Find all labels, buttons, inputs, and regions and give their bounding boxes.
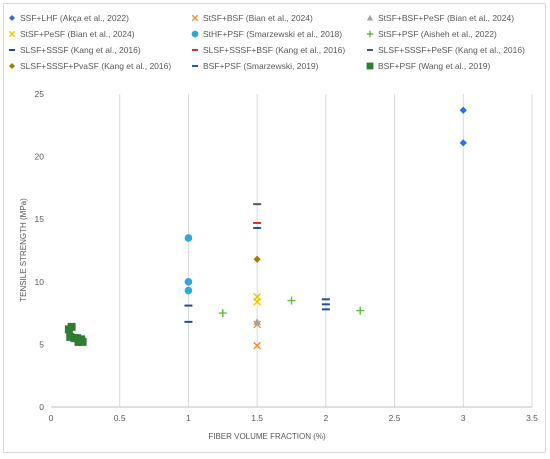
legend-marker (8, 30, 16, 38)
legend-entry-bsf-psf-smarzewski-2019: BSF+PSF (Smarzewski, 2019) (192, 61, 319, 71)
x-axis-label: FIBER VOLUME FRACTION (%) (208, 432, 326, 441)
legend-entry-stsf-bsf-pesf-bian-et-al-2024: StSF+BSF+PeSF (Bian et al., 2024) (366, 13, 514, 23)
legend-label: StSF+BSF+PeSF (Bian et al., 2024) (378, 13, 514, 23)
legend-marker (9, 63, 15, 69)
legend-marker (191, 14, 199, 22)
data-point (184, 286, 193, 295)
series-stsf-bsf-pesf-bian-et-al-2024 (253, 318, 261, 325)
data-point (287, 296, 296, 305)
data-point (66, 332, 75, 341)
legend-entry-sthf-psf-smarzewski-et-al-2018: StHF+PSF (Smarzewski et al., 2018) (191, 29, 342, 39)
x-tick-label: 2.5 (389, 413, 401, 423)
x-tick-label: 1.5 (251, 413, 263, 423)
x-axis-ticks: 0 0.5 1 1.5 2 2.5 3 3.5 (49, 413, 539, 423)
series-slsf-sssf-pvasf-kang-et-al-2016 (253, 255, 261, 263)
legend-entry-slsf-sssf-bsf-kang-et-al-2016: SLSF+SSSF+BSF (Kang et al., 2016) (192, 45, 345, 55)
data-points (64, 106, 467, 350)
data-point (218, 309, 227, 318)
legend-label: StSF+PeSF (Bian et al., 2024) (20, 29, 135, 39)
legend-marker (366, 14, 374, 21)
legend-entry-stsf-bsf-bian-et-al-2024: StSF+BSF (Bian et al., 2024) (191, 13, 313, 23)
data-point (184, 234, 193, 242)
legend-label: StSF+PSF (Aisheh et al., 2022) (378, 29, 497, 39)
data-point (253, 297, 262, 306)
data-point (253, 318, 261, 325)
legend-entry-ssf-lhf-ak-a-et-al-2022: SSF+LHF (Akça et al., 2022) (9, 13, 129, 23)
legend-marker (366, 30, 374, 38)
legend-entry-stsf-pesf-bian-et-al-2024: StSF+PeSF (Bian et al., 2024) (8, 29, 135, 39)
series-bsf-psf-wang-et-al-2019 (64, 322, 87, 346)
gridlines (119, 94, 533, 407)
legend-entry-slsf-sssf-pesf-kang-et-al-2016: SLSF+SSSF+PeSF (Kang et al., 2016) (367, 45, 525, 55)
legend-entry-bsf-psf-wang-et-al-2019: BSF+PSF (Wang et al., 2019) (366, 61, 491, 71)
y-tick-label: 20 (35, 152, 45, 162)
series-stsf-psf-aisheh-et-al-2022 (218, 296, 365, 318)
x-tick-label: 3.5 (526, 413, 538, 423)
scatter-chart: SSF+LHF (Akça et al., 2022) StSF+BSF (Bia… (8, 13, 539, 441)
y-axis-ticks: 0 5 10 15 20 25 (35, 89, 45, 412)
legend: SSF+LHF (Akça et al., 2022) StSF+BSF (Bia… (8, 13, 525, 71)
chart-frame: SSF+LHF (Akça et al., 2022) StSF+BSF (Bia… (3, 3, 546, 453)
legend-label: StSF+BSF (Bian et al., 2024) (203, 13, 313, 23)
x-tick-label: 0.5 (114, 413, 126, 423)
x-tick-label: 2 (323, 413, 328, 423)
legend-label: SLSF+SSSF+PvaSF (Kang et al., 2016) (20, 61, 171, 71)
y-tick-label: 0 (39, 402, 44, 412)
y-tick-label: 15 (35, 214, 45, 224)
y-tick-label: 5 (39, 339, 44, 349)
data-point (459, 106, 467, 114)
legend-entry-slsf-sssf-pvasf-kang-et-al-2016: SLSF+SSSF+PvaSF (Kang et al., 2016) (9, 61, 171, 71)
series-slsf-sssf-kang-et-al-2016 (184, 226, 330, 323)
series-stsf-pesf-bian-et-al-2024 (253, 292, 262, 306)
x-tick-label: 1 (186, 413, 191, 423)
legend-label: StHF+PSF (Smarzewski et al., 2018) (203, 29, 342, 39)
legend-label: BSF+PSF (Wang et al., 2019) (378, 61, 491, 71)
data-point (78, 337, 87, 346)
x-tick-label: 3 (461, 413, 466, 423)
legend-entry-slsf-sssf-kang-et-al-2016: SLSF+SSSF (Kang et al., 2016) (9, 45, 141, 55)
legend-label: BSF+PSF (Smarzewski, 2019) (203, 61, 319, 71)
data-point (459, 139, 467, 147)
data-point (253, 255, 261, 263)
legend-label: SLSF+SSSF+PeSF (Kang et al., 2016) (378, 45, 525, 55)
x-tick-label: 0 (49, 413, 54, 423)
legend-entry-stsf-psf-aisheh-et-al-2022: StSF+PSF (Aisheh et al., 2022) (366, 29, 497, 39)
data-point (184, 278, 193, 286)
legend-label: SSF+LHF (Akça et al., 2022) (20, 13, 129, 23)
legend-marker (9, 15, 15, 21)
legend-marker (366, 62, 374, 70)
data-point (253, 341, 262, 350)
legend-label: SLSF+SSSF (Kang et al., 2016) (20, 45, 141, 55)
legend-marker (191, 30, 199, 38)
series-sthf-psf-smarzewski-et-al-2018 (184, 234, 193, 295)
legend-label: SLSF+SSSF+BSF (Kang et al., 2016) (203, 45, 345, 55)
y-tick-label: 10 (35, 277, 45, 287)
data-point (67, 322, 76, 331)
y-axis-label: TENSILE STRENGTH (MPa) (19, 198, 28, 302)
series-ssf-lhf-ak-a-et-al-2022 (459, 106, 467, 147)
data-point (356, 306, 365, 315)
y-tick-label: 25 (35, 89, 45, 99)
